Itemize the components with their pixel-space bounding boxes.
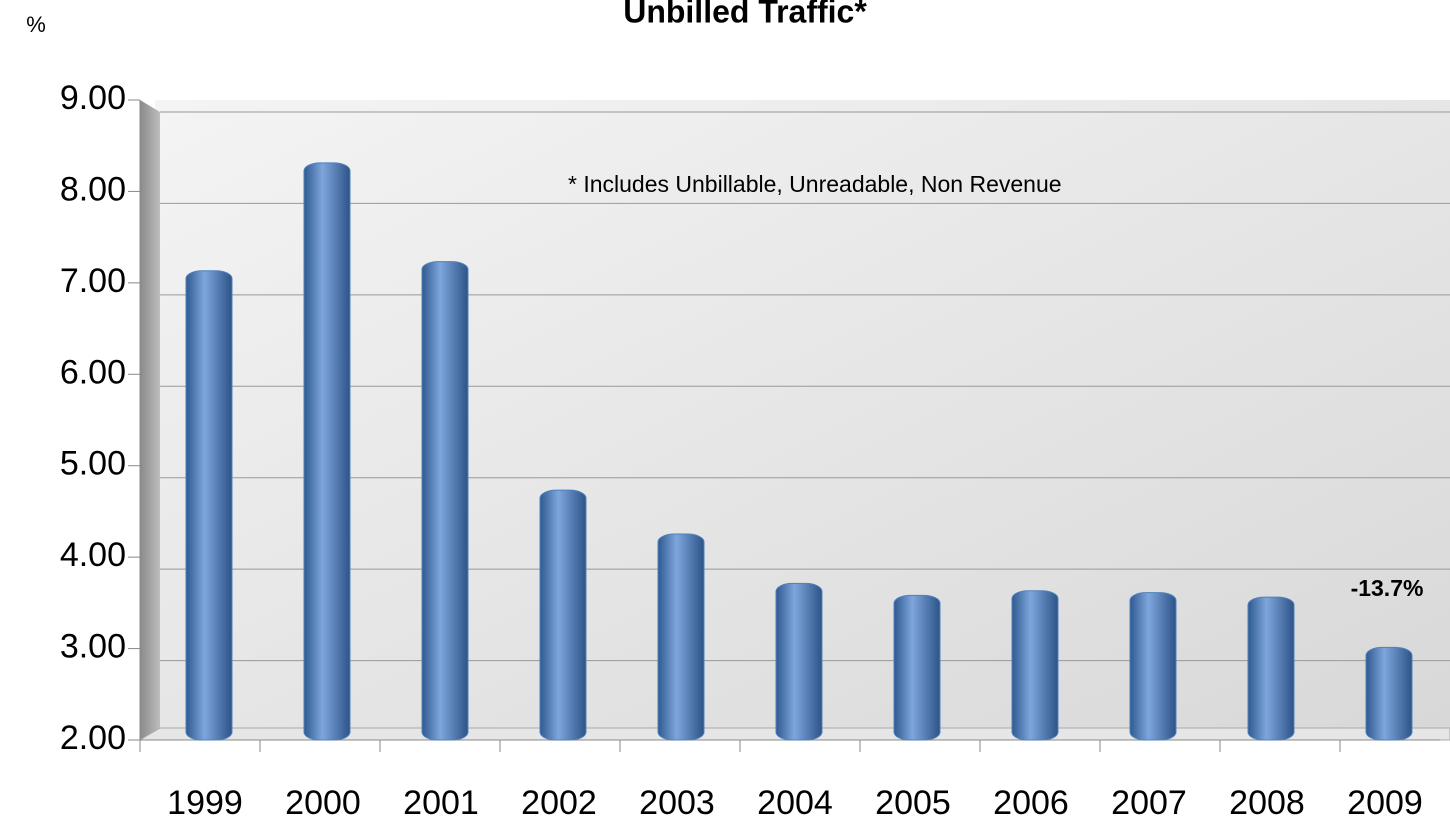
y-tick-label: 4.00 — [60, 536, 126, 574]
y-tick-label: 2.00 — [60, 719, 126, 757]
y-tick-label: 8.00 — [60, 170, 126, 208]
back-wall — [155, 100, 1450, 730]
bar — [893, 594, 941, 741]
y-axis-label: % — [26, 12, 46, 37]
bar — [539, 489, 587, 741]
bar — [303, 162, 351, 741]
x-tick-label: 2000 — [285, 784, 361, 822]
y-tick-label: 6.00 — [60, 353, 126, 391]
x-tick-label: 2008 — [1229, 784, 1305, 822]
bar — [185, 270, 233, 741]
annotation: * Includes Unbillable, Unreadable, Non R… — [568, 171, 1062, 197]
annotation: -13.7% — [1351, 575, 1424, 601]
bar — [1011, 590, 1059, 741]
bar — [657, 533, 705, 741]
x-tick-label: 1999 — [167, 784, 243, 822]
y-tick-label: 9.00 — [60, 79, 126, 117]
bar — [775, 582, 823, 741]
bar — [1129, 592, 1177, 741]
x-tick-label: 2001 — [403, 784, 479, 822]
y-tick-label: 3.00 — [60, 628, 126, 666]
x-tick-label: 2003 — [639, 784, 715, 822]
x-tick-label: 2002 — [521, 784, 597, 822]
x-tick-label: 2004 — [757, 784, 833, 822]
y-tick-label: 7.00 — [60, 262, 126, 300]
x-tick-label: 2007 — [1111, 784, 1187, 822]
chart-title: Unbilled Traffic* — [623, 0, 867, 29]
bar — [1247, 596, 1295, 741]
side-wall — [140, 100, 160, 740]
y-tick-label: 5.00 — [60, 445, 126, 483]
x-tick-label: 2006 — [993, 784, 1069, 822]
x-tick-label: 2009 — [1347, 784, 1423, 822]
bar — [421, 261, 469, 741]
bar — [1365, 646, 1413, 741]
x-tick-label: 2005 — [875, 784, 951, 822]
